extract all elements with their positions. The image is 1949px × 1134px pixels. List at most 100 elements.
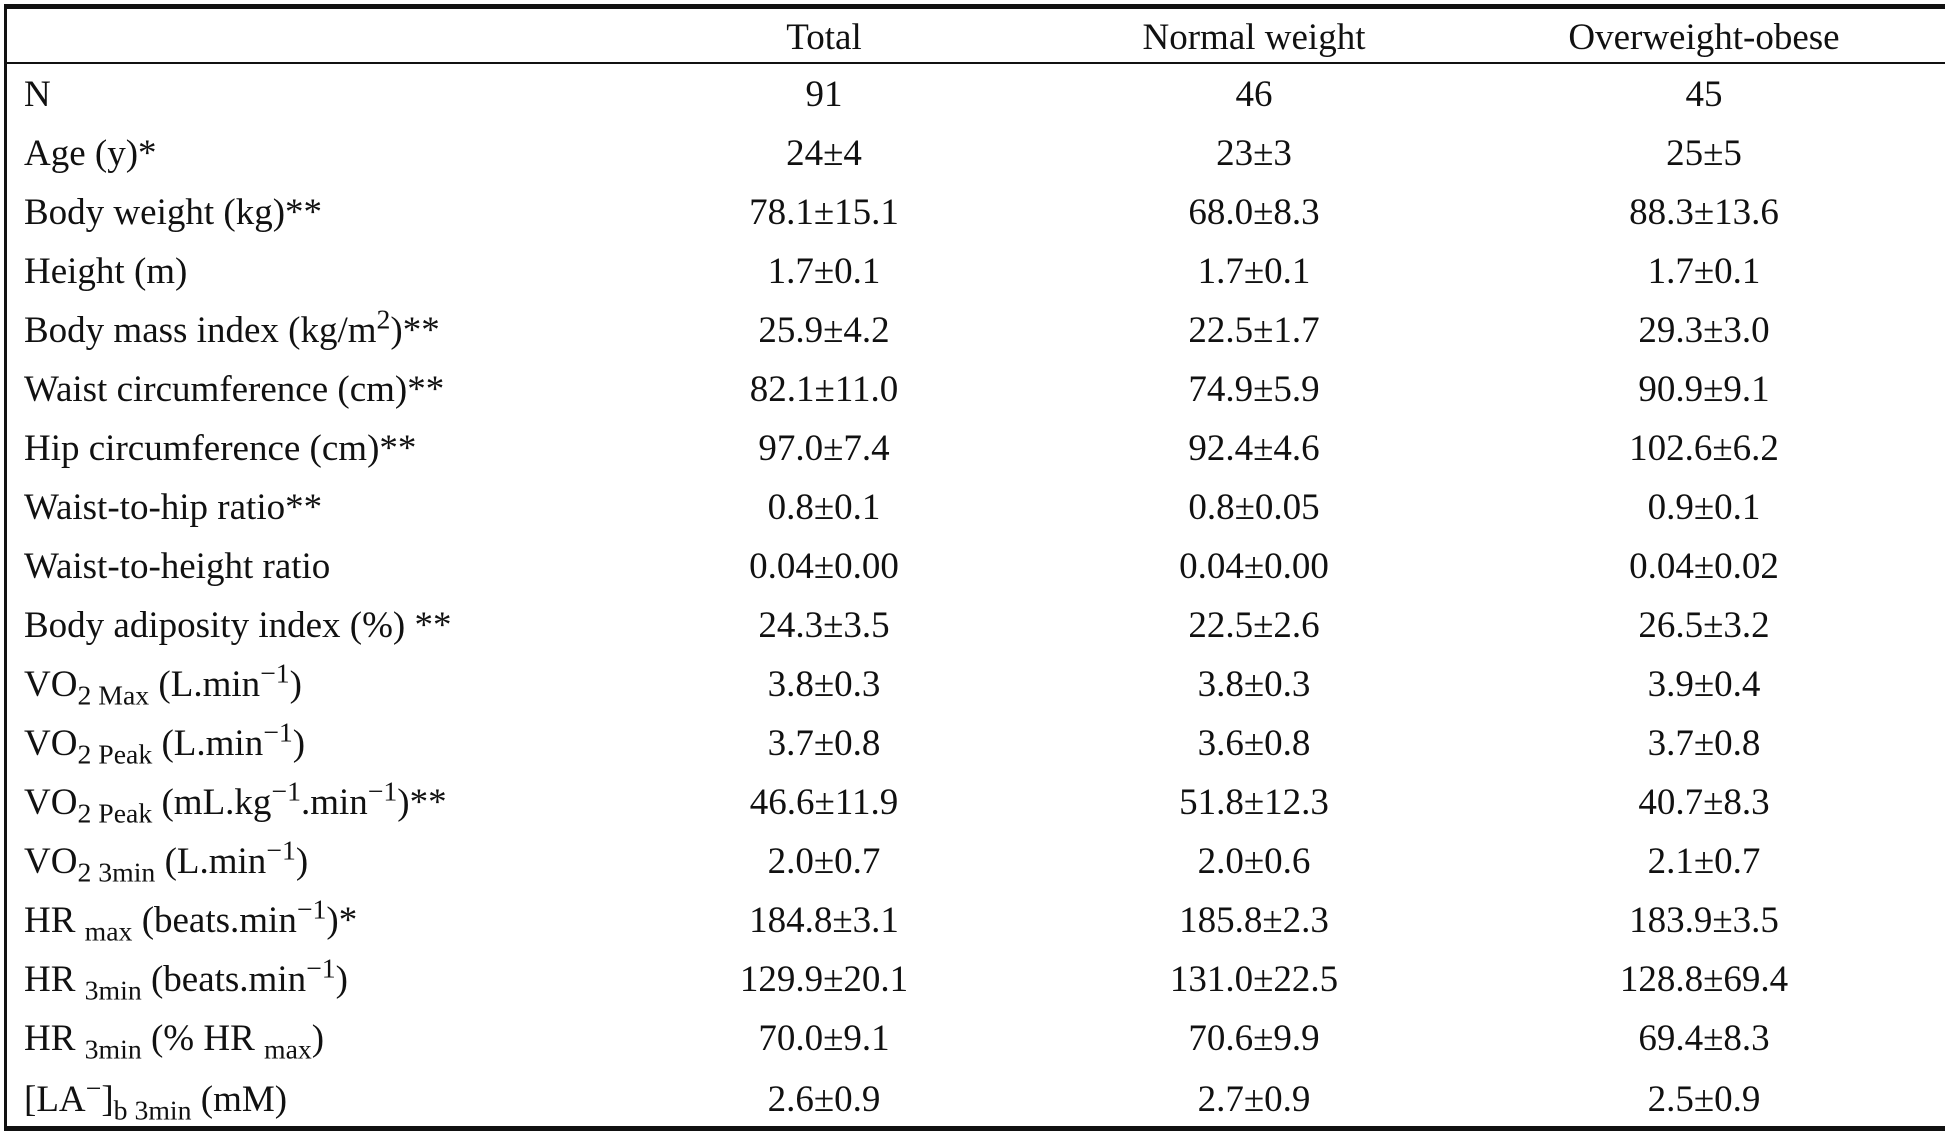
row-label-tail2: .min	[300, 782, 368, 823]
cell-normal-weight: 22.5±2.6	[1188, 605, 1320, 646]
row-label-main: VO	[24, 664, 78, 705]
row-label-main: [LA	[24, 1078, 86, 1120]
cell-overweight-obese: 3.7±0.8	[1647, 723, 1761, 764]
row-label-sup3: −1	[367, 776, 398, 808]
cell-overweight-obese: 3.9±0.4	[1647, 664, 1761, 705]
table-row: Age (y)* 24±4 23±3 25±5	[24, 124, 1924, 183]
cell-total: 0.8±0.1	[767, 487, 881, 528]
cell-overweight-obese: 25±5	[1666, 133, 1742, 174]
cell-normal-weight: 22.5±1.7	[1188, 310, 1320, 351]
row-label-sup2: −1	[266, 835, 296, 867]
table-row: VO2 Peak (L.min−1) 3.7±0.8 3.6±0.8 3.7±0.8	[24, 714, 1924, 773]
row-label: VO2 3min (L.min−1)	[24, 832, 624, 891]
header-total: Total	[786, 16, 862, 58]
row-label-tail: (beats.min	[141, 959, 307, 1000]
row-label-sup2: −1	[296, 894, 327, 926]
cell-overweight-obese: 183.9±3.5	[1629, 900, 1779, 941]
cell-normal-weight: 0.04±0.00	[1179, 546, 1329, 587]
row-label-tail: (L.min	[149, 664, 261, 705]
row-label-main: VO	[24, 723, 78, 764]
left-rule	[4, 4, 7, 1131]
row-label-sub: max	[84, 916, 133, 948]
table-row: Height (m) 1.7±0.1 1.7±0.1 1.7±0.1	[24, 242, 1924, 301]
cell-normal-weight: 131.0±22.5	[1169, 959, 1339, 1000]
table-row: HR 3min (% HR max) 70.0±9.1 70.6±9.9 69.4±8…	[24, 1009, 1924, 1068]
row-label-main: HR	[24, 900, 85, 941]
row-label-sup: −	[85, 1073, 102, 1105]
cell-normal-weight: 46	[1235, 74, 1273, 115]
table-row: HR max (beats.min−1)* 184.8±3.1 185.8±2.3 1…	[24, 891, 1924, 950]
row-label-sub: 3min	[84, 975, 142, 1007]
table-row: VO2 3min (L.min−1) 2.0±0.7 2.0±0.6 2.1±0.7	[24, 832, 1924, 891]
characteristics-table: Total Normal weight Overweight-obese N 91…	[24, 9, 1924, 1130]
row-label-main: Body adiposity index (%) **	[24, 605, 452, 646]
table-row: HR 3min (beats.min−1) 129.9±20.1 131.0±22.…	[24, 950, 1924, 1009]
row-label-sub: 2 Peak	[77, 739, 153, 771]
cell-overweight-obese: 102.6±6.2	[1629, 428, 1779, 469]
cell-overweight-obese: 29.3±3.0	[1638, 310, 1770, 351]
table-row: Waist circumference (cm)** 82.1±11.0 74.9±…	[24, 360, 1924, 419]
row-label-main: HR	[24, 1018, 85, 1059]
row-label: Height (m)	[24, 242, 624, 301]
cell-normal-weight: 23±3	[1216, 133, 1292, 174]
cell-total: 25.9±4.2	[758, 310, 890, 351]
header-rule	[4, 62, 1945, 64]
row-label-main: Height (m)	[24, 251, 188, 292]
row-label-sub: 2 Peak	[77, 798, 153, 830]
header-overweight-obese: Overweight-obese	[1568, 16, 1840, 58]
cell-normal-weight: 92.4±4.6	[1188, 428, 1320, 469]
header-row: Total Normal weight Overweight-obese	[24, 9, 1924, 65]
cell-total: 2.0±0.7	[767, 841, 881, 882]
cell-total: 82.1±11.0	[749, 369, 899, 410]
cell-total: 24.3±3.5	[758, 605, 890, 646]
cell-overweight-obese: 26.5±3.2	[1638, 605, 1770, 646]
cell-overweight-obese: 128.8±69.4	[1619, 959, 1789, 1000]
cell-overweight-obese: 0.9±0.1	[1647, 487, 1761, 528]
cell-overweight-obese: 90.9±9.1	[1638, 369, 1770, 410]
table-row: VO2 Peak (mL.kg−1.min−1)** 46.6±11.9 51.8±…	[24, 773, 1924, 832]
cell-total: 3.8±0.3	[767, 664, 881, 705]
row-label-tail2: )*	[326, 900, 358, 941]
row-label: Body mass index (kg/m2)**	[24, 301, 624, 360]
cell-overweight-obese: 1.7±0.1	[1647, 251, 1761, 292]
row-label: Hip circumference (cm)**	[24, 419, 624, 478]
row-label: Body weight (kg)**	[24, 183, 624, 242]
row-label: Waist-to-height ratio	[24, 537, 624, 596]
cell-overweight-obese: 2.5±0.9	[1647, 1078, 1761, 1120]
row-label-main: Waist-to-height ratio	[24, 546, 331, 587]
row-label-tail2: )	[289, 664, 302, 705]
cell-normal-weight: 68.0±8.3	[1188, 192, 1320, 233]
cell-overweight-obese: 69.4±8.3	[1638, 1018, 1770, 1059]
cell-overweight-obese: 45	[1685, 74, 1723, 115]
row-label-main: Body mass index (kg/m	[24, 310, 377, 351]
row-label-sup2: −1	[271, 776, 301, 808]
cell-total: 91	[805, 74, 843, 115]
row-label-tail3: )**	[397, 782, 447, 823]
cell-normal-weight: 185.8±2.3	[1179, 900, 1329, 941]
row-label-sub: 2 3min	[77, 857, 156, 889]
row-label-main: Age (y)*	[24, 133, 157, 174]
table-body: N 91 46 45 Age (y)* 24±4 23±3 25±5 Body weight (…	[24, 65, 1924, 1130]
row-label-tail2: )	[311, 1018, 325, 1059]
row-label-tail2: )	[335, 959, 348, 1000]
row-label: Age (y)*	[24, 124, 624, 183]
row-label-sup2: −1	[260, 658, 290, 690]
row-label-tail: (mL.kg	[152, 782, 272, 823]
top-rule	[4, 4, 1945, 9]
cell-overweight-obese: 2.1±0.7	[1647, 841, 1761, 882]
cell-normal-weight: 0.8±0.05	[1188, 487, 1320, 528]
cell-total: 184.8±3.1	[749, 900, 899, 941]
row-label: Waist circumference (cm)**	[24, 360, 624, 419]
row-label-tail: )**	[390, 310, 440, 351]
table-row: Body adiposity index (%) ** 24.3±3.5 22.5±…	[24, 596, 1924, 655]
row-label: HR max (beats.min−1)*	[24, 891, 624, 950]
cell-total: 78.1±15.1	[749, 192, 899, 233]
table-row: VO2 Max (L.min−1) 3.8±0.3 3.8±0.3 3.9±0.4	[24, 655, 1924, 714]
row-label-tail2: )	[295, 841, 309, 882]
row-label-main: VO	[24, 782, 78, 823]
cell-total: 24±4	[786, 133, 862, 174]
cell-total: 129.9±20.1	[739, 959, 909, 1000]
cell-normal-weight: 1.7±0.1	[1197, 251, 1311, 292]
row-label: Body adiposity index (%) **	[24, 596, 624, 655]
